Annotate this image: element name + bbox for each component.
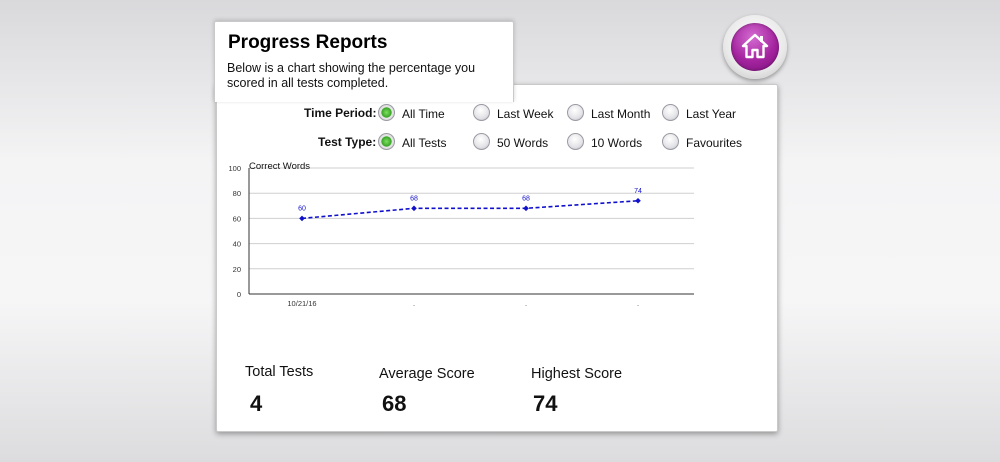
x-tick-label: .: [637, 299, 639, 308]
page-description: Below is a chart showing the percentage …: [227, 61, 476, 90]
home-button[interactable]: [723, 15, 787, 79]
data-point: [299, 215, 305, 222]
radio-time-week[interactable]: [473, 104, 490, 121]
highest-score-value: 74: [533, 391, 558, 416]
data-label: 68: [522, 195, 530, 202]
radio-type-all-label: All Tests: [402, 136, 447, 150]
y-tick-label: 80: [233, 189, 241, 198]
data-label: 60: [298, 205, 306, 212]
page-title: Progress Reports: [228, 32, 388, 53]
test-type-label: Test Type:: [318, 135, 377, 149]
home-button-face: [731, 23, 779, 71]
radio-type-50[interactable]: [473, 133, 490, 150]
x-tick-label: .: [525, 299, 527, 308]
average-score-label: Average Score: [379, 366, 475, 382]
y-axis-label: Correct Words: [249, 161, 310, 172]
data-point: [523, 205, 529, 212]
radio-type-fav-label: Favourites: [686, 136, 743, 150]
data-label: 68: [410, 195, 418, 202]
radio-time-month[interactable]: [567, 104, 584, 121]
highest-score-label: Highest Score: [531, 366, 623, 382]
radio-type-fav[interactable]: [662, 133, 679, 150]
radio-time-week-label: Last Week: [497, 107, 554, 121]
x-tick-label: .: [413, 299, 415, 308]
total-tests-label: Total Tests: [245, 364, 314, 380]
y-tick-label: 40: [233, 240, 241, 249]
data-point: [411, 205, 417, 212]
radio-type-10[interactable]: [567, 133, 584, 150]
time-period-label: Time Period:: [304, 106, 377, 120]
radio-time-month-label: Last Month: [591, 107, 651, 121]
x-tick-label: 10/21/16: [287, 299, 316, 308]
data-point: [635, 197, 641, 204]
y-tick-label: 0: [237, 290, 241, 299]
home-icon: [741, 33, 769, 59]
report-panel: [216, 84, 778, 432]
radio-time-year-label: Last Year: [686, 107, 737, 121]
total-tests-value: 4: [250, 391, 263, 416]
radio-type-all[interactable]: [378, 133, 395, 150]
radio-type-10-label: 10 Words: [591, 136, 643, 150]
radio-time-all[interactable]: [378, 104, 395, 121]
report-header-tab: [214, 21, 514, 102]
radio-time-year[interactable]: [662, 104, 679, 121]
y-tick-label: 20: [233, 265, 241, 274]
data-label: 74: [634, 188, 642, 195]
average-score-value: 68: [382, 391, 407, 416]
progress-chart: 0 20 40 60 80 100 Correct Words 10/21/16.. . 60 68…: [228, 161, 694, 308]
radio-time-all-label: All Time: [402, 107, 445, 121]
y-tick-label: 60: [233, 214, 241, 223]
y-tick-label: 100: [228, 164, 241, 173]
series-line: [301, 199, 639, 220]
radio-type-50-label: 50 Words: [497, 136, 549, 150]
